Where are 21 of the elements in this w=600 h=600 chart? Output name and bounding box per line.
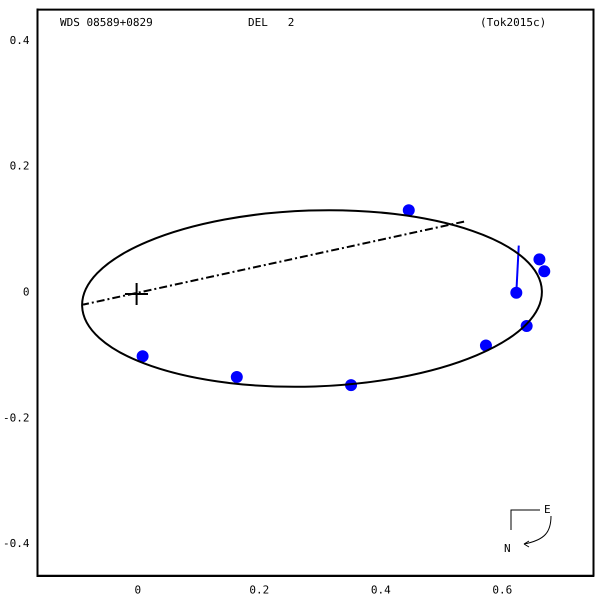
point xyxy=(538,265,550,278)
annotation: E xyxy=(544,503,551,516)
annotation: N xyxy=(504,542,511,555)
point xyxy=(480,340,492,352)
y-tick-label: 0.2 xyxy=(10,160,30,173)
y-tick-label: 0.4 xyxy=(10,34,30,47)
annotation: (Tok2015c) xyxy=(480,16,546,29)
x-tick-label: 0.4 xyxy=(370,583,392,596)
x-tick-label: 0 xyxy=(134,583,142,596)
annotation: DEL 2 xyxy=(248,16,294,29)
point xyxy=(402,204,415,216)
y-tick-label: 0 xyxy=(22,286,30,299)
y-tick-label: -0.2 xyxy=(2,411,30,424)
annotation: WDS 08589+0829 xyxy=(60,16,153,29)
x-tick-label: 0.6 xyxy=(492,583,512,596)
y-tick-label: -0.4 xyxy=(2,537,30,550)
x-tick-label: 0.2 xyxy=(249,583,270,596)
point xyxy=(136,350,149,362)
point xyxy=(510,286,522,299)
point xyxy=(533,253,546,266)
point xyxy=(230,371,243,383)
